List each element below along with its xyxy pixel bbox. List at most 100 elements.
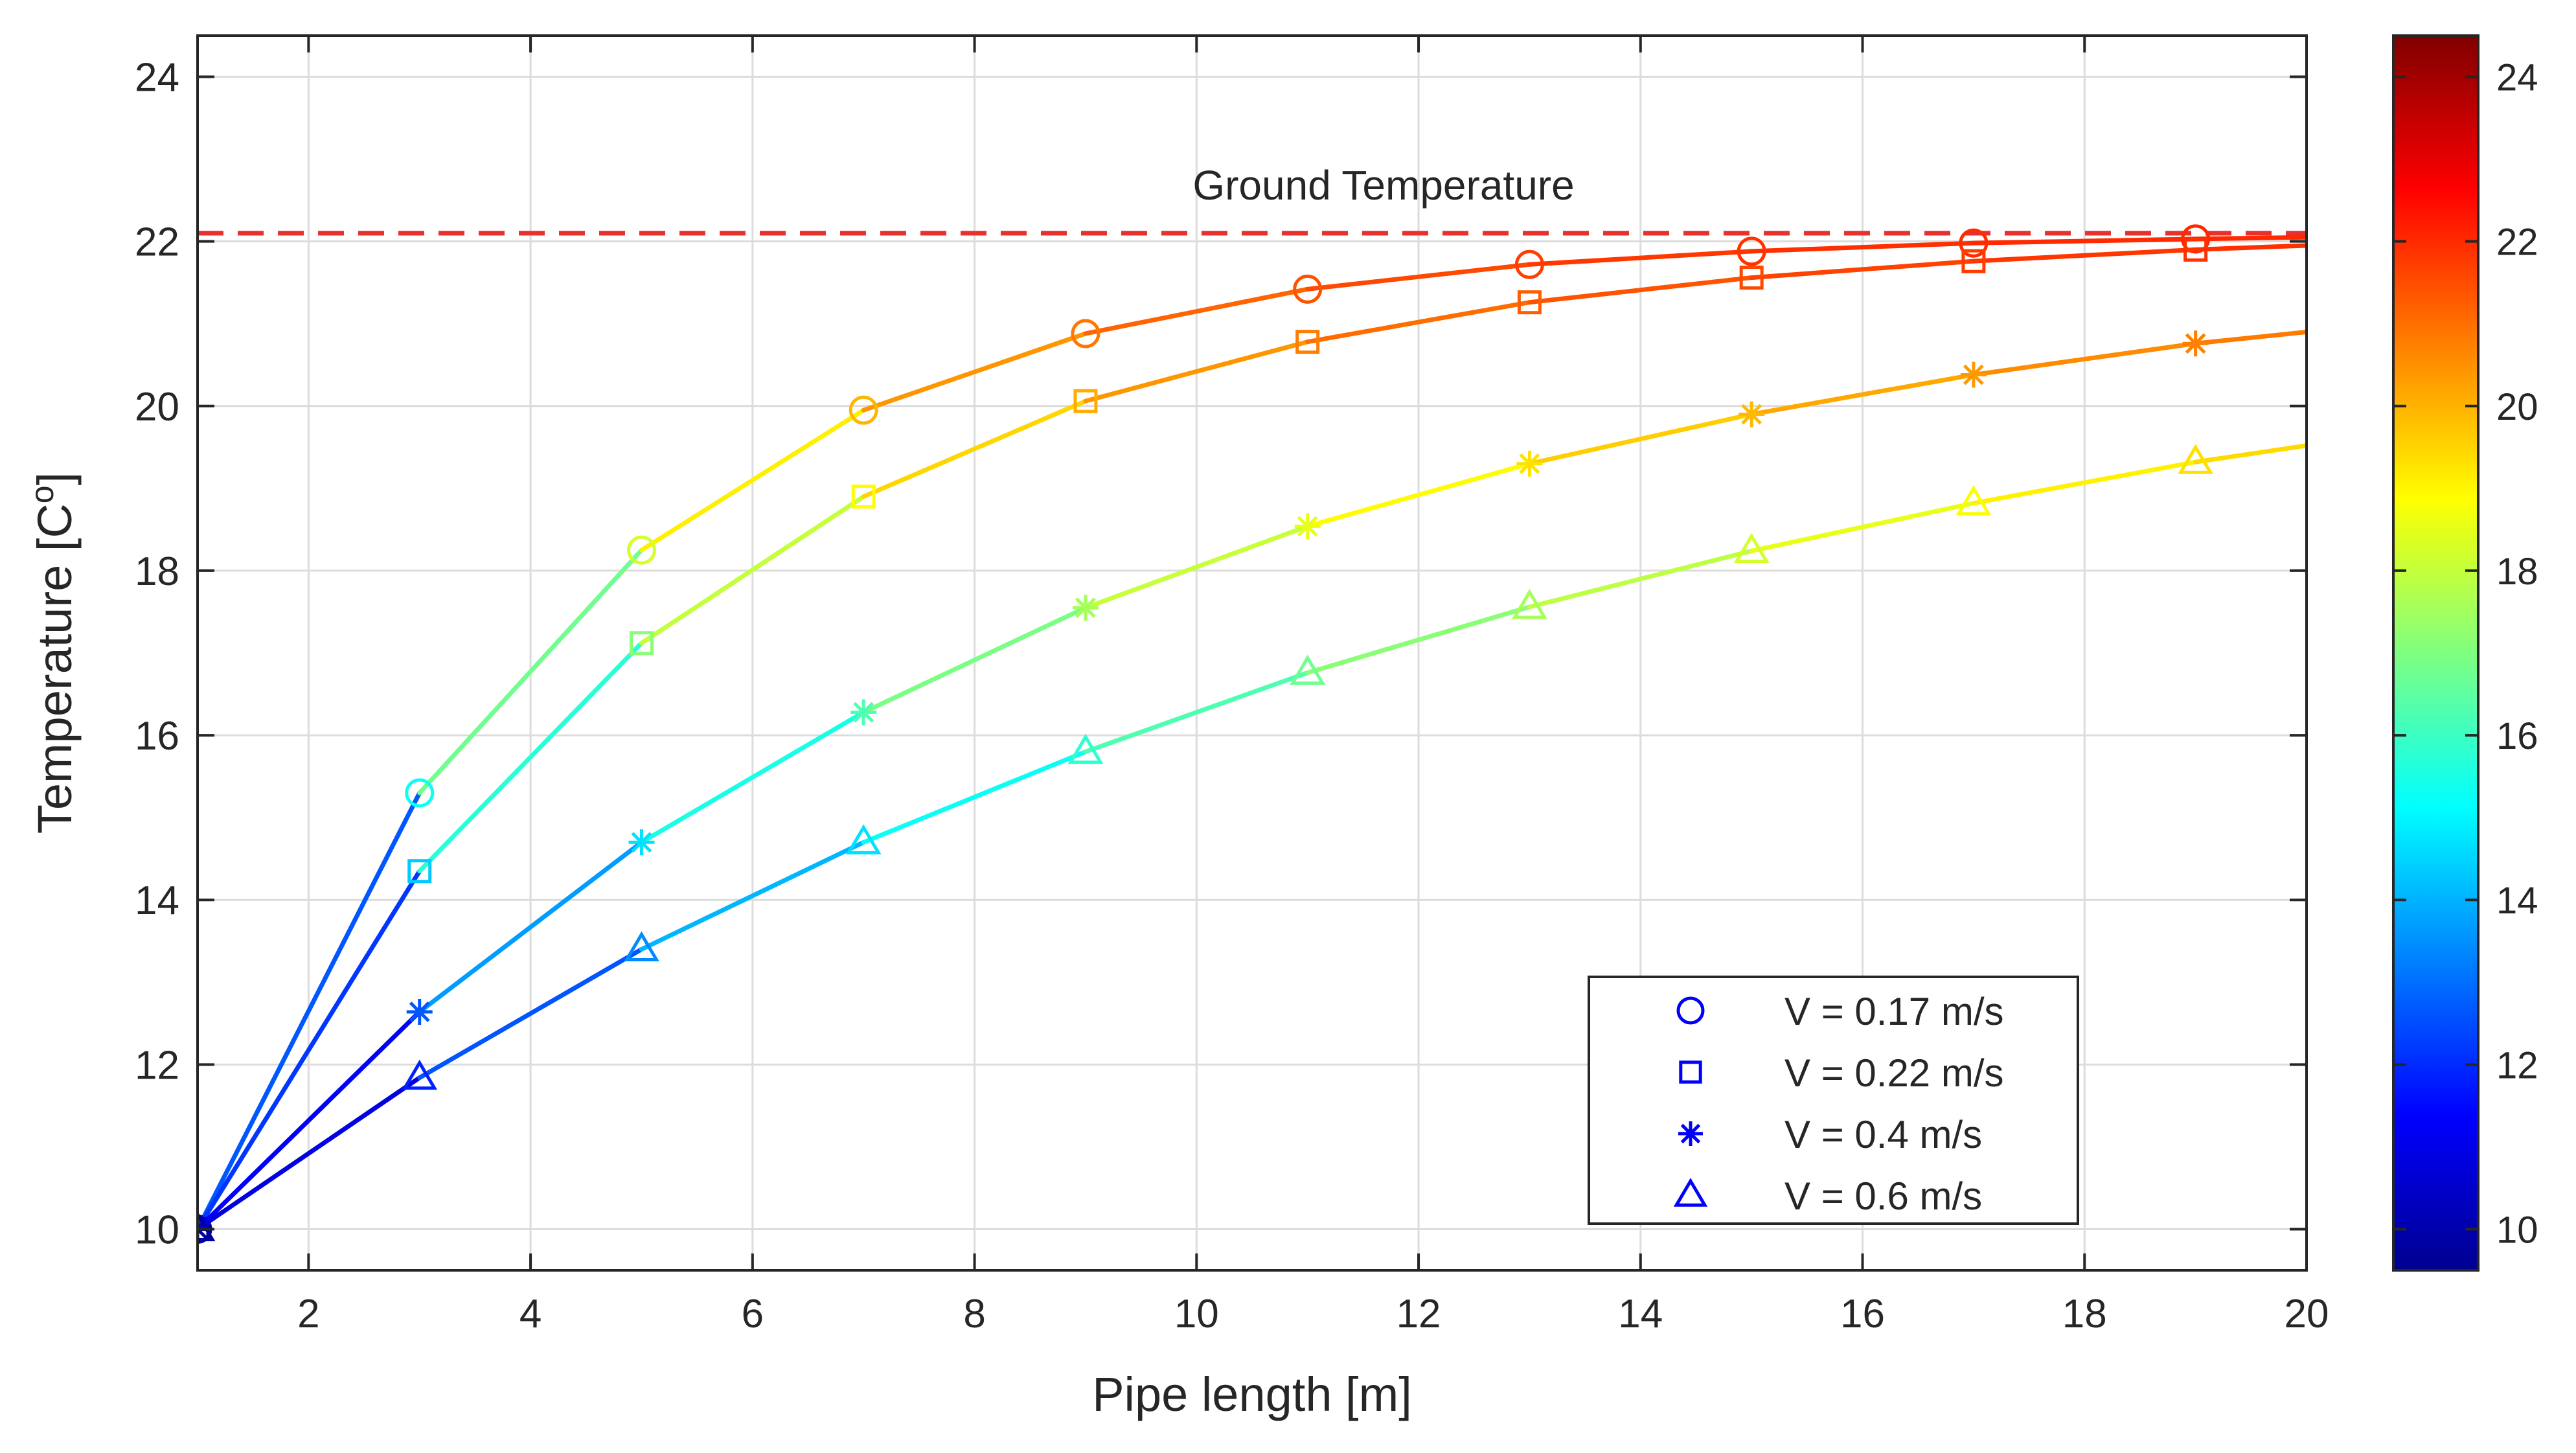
- marker-triangle: [198, 1211, 216, 1242]
- marker-square: [407, 859, 432, 884]
- marker-asterisk: [1516, 450, 1543, 477]
- y-tick-label: 10: [135, 1207, 179, 1252]
- legend-label: V = 0.22 m/s: [1784, 1051, 2004, 1095]
- y-tick-label: 24: [135, 56, 179, 100]
- reference-line-label: Ground Temperature: [1192, 162, 1574, 209]
- marker-circle: [405, 778, 435, 808]
- series-segment: [1083, 670, 1310, 754]
- marker-triangle: [1067, 733, 1104, 764]
- marker-triangle: [845, 824, 882, 854]
- series-segment: [198, 1075, 422, 1231]
- series-segment: [639, 709, 866, 845]
- series-segment: [861, 331, 1088, 413]
- colorbar-tick-label: 16: [2496, 715, 2538, 757]
- series-segment: [1527, 275, 1754, 305]
- y-tick-label: 20: [135, 385, 179, 429]
- marker-asterisk: [1678, 1121, 1703, 1146]
- series-segment: [1305, 604, 1532, 675]
- x-tick-label: 2: [297, 1292, 319, 1336]
- series-segment: [2193, 443, 2307, 464]
- colorbar-tick-label: 18: [2496, 551, 2538, 593]
- x-tick-label: 14: [1618, 1292, 1663, 1336]
- series-segment: [1749, 372, 1976, 417]
- series-segment: [1527, 548, 1754, 610]
- y-tick-label: 22: [135, 220, 179, 265]
- series-segment: [198, 790, 422, 1231]
- x-tick-label: 10: [1174, 1292, 1219, 1336]
- series-segment: [639, 494, 866, 646]
- series-segment: [1527, 249, 1754, 267]
- series-segment: [639, 840, 866, 952]
- series-group: [198, 224, 2307, 1244]
- series-segment: [417, 641, 644, 874]
- legend-label: V = 0.4 m/s: [1784, 1113, 1982, 1156]
- series-segment: [1083, 523, 1310, 610]
- series-segment: [1971, 247, 2198, 264]
- marker-circle: [1514, 249, 1544, 279]
- marker-square: [629, 631, 654, 656]
- marker-square: [1073, 389, 1098, 413]
- y-axis-title-close: ]: [28, 472, 82, 486]
- legend: V = 0.17 m/s V = 0.22 m/s V = 0.4 m/s V = 0…: [1588, 976, 2079, 1225]
- series-segment: [861, 605, 1088, 715]
- marker-triangle: [1290, 654, 1326, 685]
- series-segment: [1971, 341, 2198, 378]
- series-segment: [198, 1009, 422, 1231]
- marker-triangle: [402, 1059, 438, 1090]
- marker-asterisk: [850, 699, 877, 726]
- marker-circle: [626, 535, 656, 565]
- marker-asterisk: [628, 829, 655, 856]
- series-segment: [639, 407, 866, 553]
- series-asterisk: [198, 329, 2307, 1242]
- x-tick-label: 12: [1396, 1292, 1441, 1336]
- colorbar-tick-label: 20: [2496, 386, 2538, 428]
- marker-square: [1517, 290, 1542, 315]
- series-segment: [1083, 286, 1310, 336]
- x-tick-label: 18: [2062, 1292, 2107, 1336]
- colorbar-tick-label: 24: [2496, 57, 2538, 99]
- x-tick-label: 20: [2285, 1292, 2329, 1336]
- y-axis-title-superscript: o: [24, 485, 60, 503]
- marker-triangle: [1673, 1178, 1708, 1207]
- series-segment: [1305, 300, 1532, 345]
- series-segment: [2193, 329, 2307, 346]
- colorbar-tick-label: 22: [2496, 222, 2538, 264]
- series-segment: [1749, 501, 1976, 553]
- series-segment: [2193, 235, 2307, 242]
- series-segment: [198, 869, 422, 1231]
- colorbar: 10 12 14 16 18 20 22 24: [2392, 34, 2538, 1272]
- marker-circle: [1959, 228, 1989, 258]
- series-segment: [417, 840, 644, 1014]
- colorbar-tick-label: 12: [2496, 1044, 2538, 1086]
- y-tick-label: 12: [135, 1043, 179, 1088]
- marker-asterisk: [1072, 595, 1099, 621]
- series-circle: [198, 224, 2307, 1244]
- x-tick-label: 8: [963, 1292, 985, 1336]
- series-segment: [1305, 461, 1532, 529]
- colorbar-tick-label: 14: [2496, 880, 2538, 922]
- marker-triangle: [1512, 588, 1547, 619]
- marker-square: [1739, 266, 1764, 290]
- series-segment: [1971, 459, 2198, 506]
- series-segment: [861, 749, 1088, 845]
- marker-asterisk: [2182, 330, 2209, 357]
- marker-circle: [1071, 319, 1100, 349]
- series-segment: [2193, 243, 2307, 252]
- marker-triangle: [624, 931, 659, 962]
- marker-triangle: [2178, 444, 2214, 474]
- plot-frame: [196, 34, 2308, 1272]
- series-segment: [861, 398, 1088, 499]
- marker-square: [1679, 1060, 1702, 1084]
- marker-asterisk: [1294, 513, 1321, 540]
- marker-triangle: [1733, 532, 1770, 564]
- series-segment: [1083, 339, 1310, 404]
- series-segment: [417, 946, 644, 1081]
- y-tick-label: 16: [135, 714, 179, 759]
- series-segment: [1749, 258, 1976, 280]
- marker-asterisk: [406, 999, 433, 1025]
- marker-square: [851, 485, 876, 509]
- legend-box: [1588, 976, 2079, 1225]
- series-segment: [417, 547, 644, 795]
